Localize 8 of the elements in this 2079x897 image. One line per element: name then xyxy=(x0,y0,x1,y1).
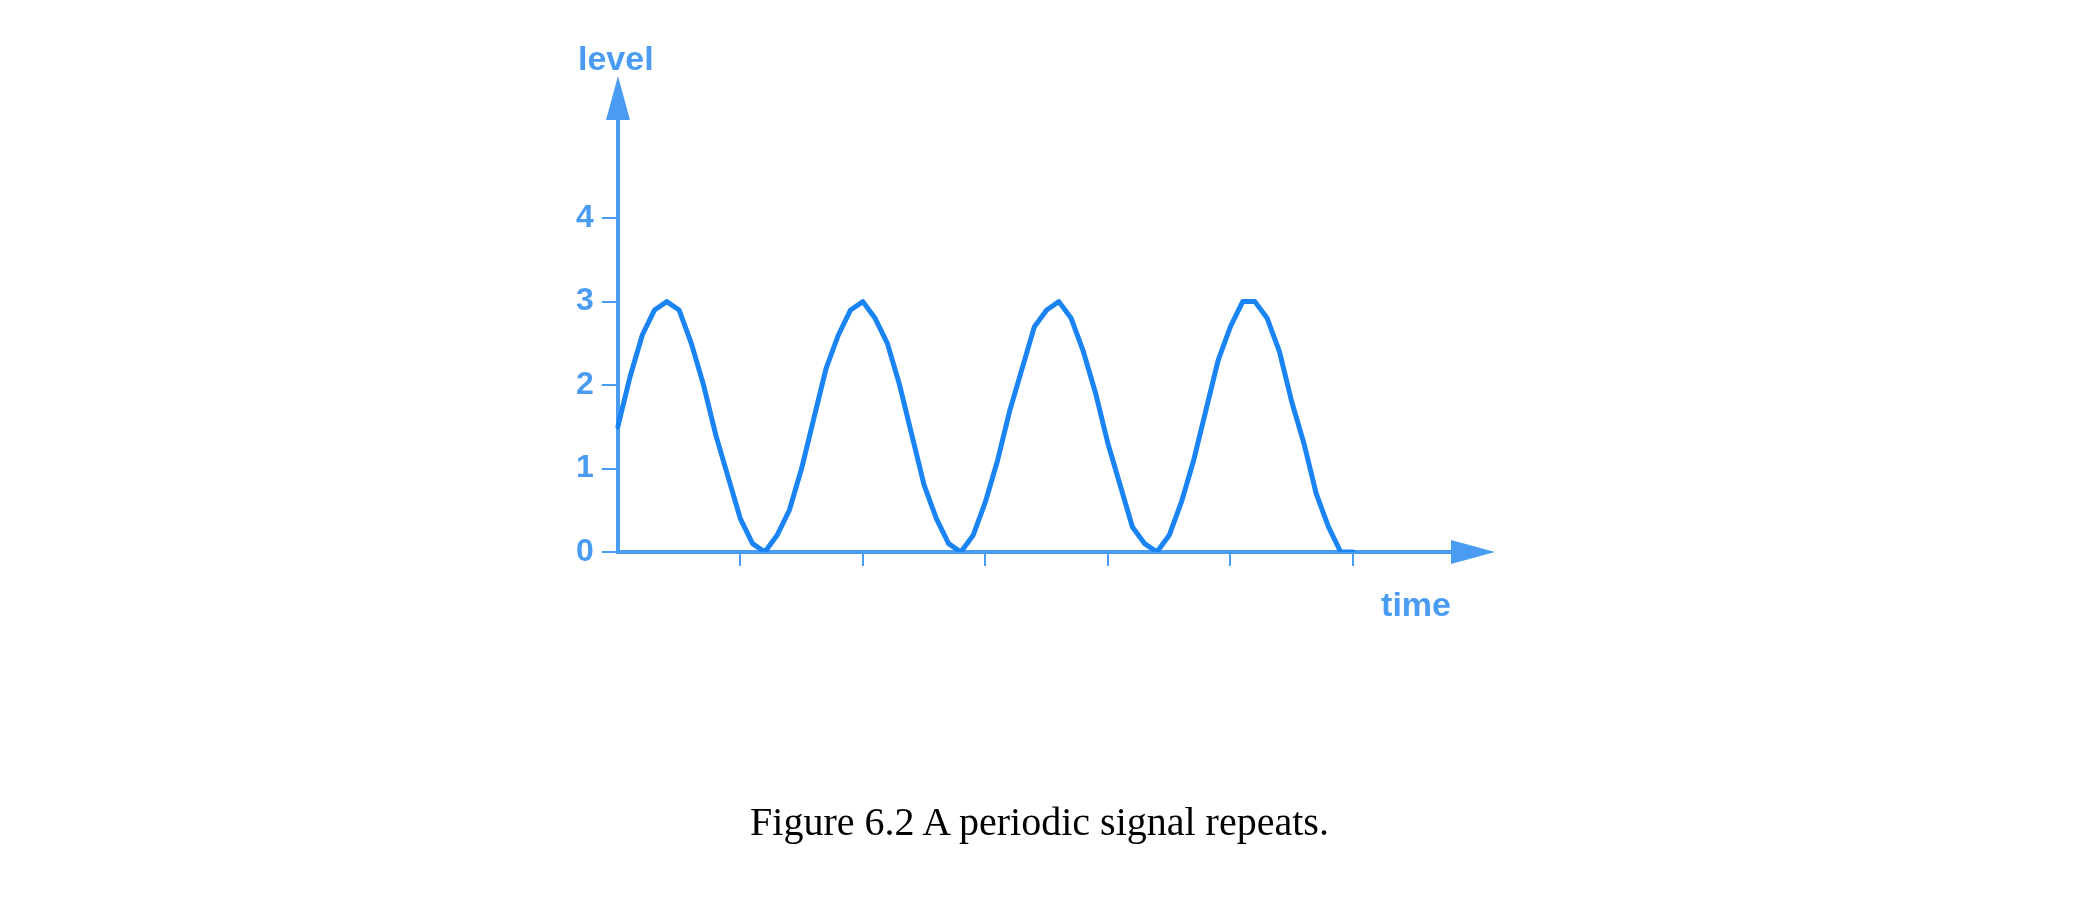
y-tick-label: 0 xyxy=(576,531,594,568)
y-tick-label: 1 xyxy=(576,448,594,485)
x-axis-title: time xyxy=(1381,585,1451,624)
y-tick-label: 4 xyxy=(576,197,594,234)
y-axis-title: level xyxy=(577,39,654,78)
y-tick-label: 2 xyxy=(576,364,594,401)
y-tick-label: 3 xyxy=(576,281,594,318)
caption: Figure 6.2 A periodic signal repeats. xyxy=(749,798,1330,845)
